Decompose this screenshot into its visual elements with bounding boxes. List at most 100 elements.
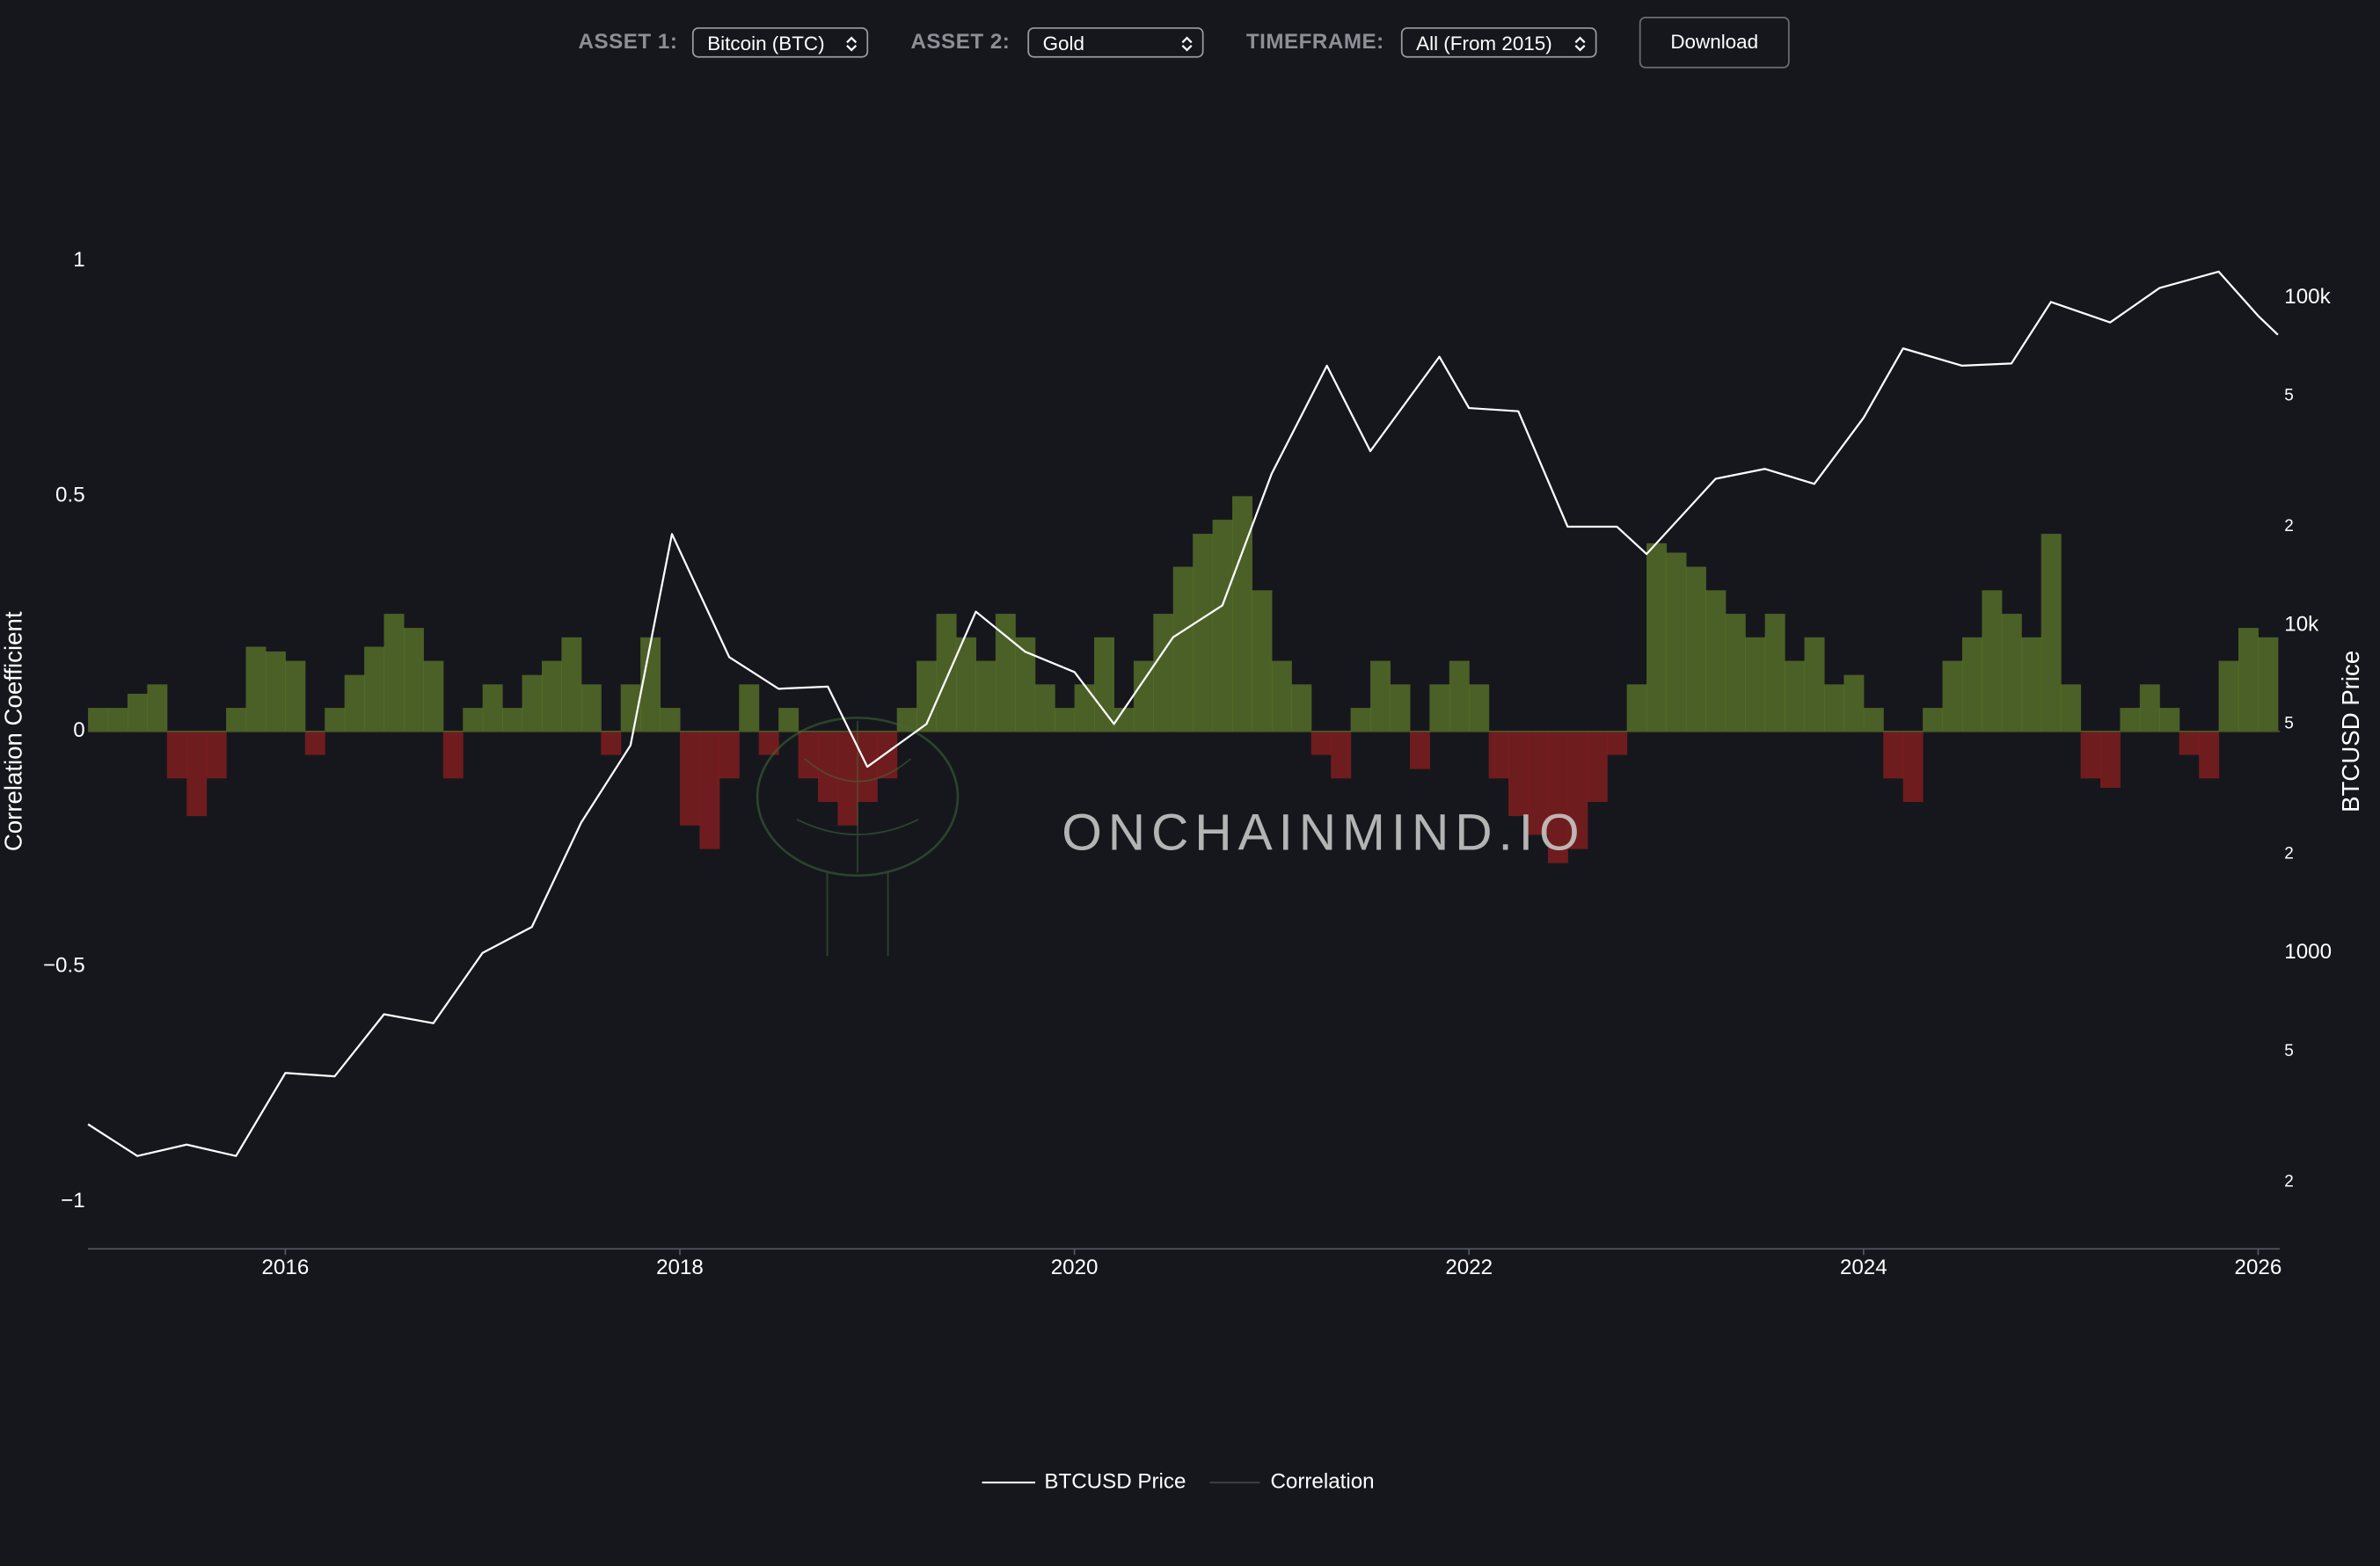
correlation-bar — [1310, 731, 1332, 755]
correlation-bar — [1350, 708, 1371, 732]
asset2-select[interactable]: Gold — [1027, 27, 1204, 58]
correlation-bar — [1923, 708, 1944, 732]
correlation-bar — [1567, 731, 1588, 849]
correlation-bar — [1172, 566, 1194, 732]
x-tick-label: 2018 — [656, 1256, 704, 1279]
correlation-bar — [1074, 684, 1095, 732]
correlation-bar — [2258, 637, 2279, 732]
correlation-bar — [601, 731, 622, 755]
y-tick-label: 0 — [73, 718, 84, 742]
correlation-bar — [1331, 731, 1352, 779]
app: ASSET 1: Bitcoin (BTC) ASSET 2: Gold TIM… — [0, 16, 2364, 1493]
axes-layer: 2016 2018 2020 2022 2024 2026 −1 −0.5 0 0.5 1 2 5 100… — [43, 248, 2332, 1279]
correlation-bar — [285, 660, 306, 732]
correlation-bar — [640, 637, 661, 732]
correlation-bar — [1153, 614, 1174, 732]
correlation-bar — [778, 708, 799, 732]
correlation-bar — [995, 614, 1016, 732]
y-axis-title: Correlation Coefficient — [0, 611, 27, 851]
correlation-bar — [916, 660, 938, 732]
correlation-bar — [936, 614, 957, 732]
y-tick-label: 1 — [73, 248, 84, 272]
y2-tick-label: 5 — [2284, 387, 2294, 405]
y2-tick-label: 2 — [2284, 845, 2294, 863]
asset1-value[interactable]: Bitcoin (BTC) — [707, 32, 825, 55]
x-tick-label: 2020 — [1051, 1256, 1099, 1279]
correlation-bar — [1055, 708, 1076, 732]
correlation-bar — [1193, 534, 1214, 732]
correlation-bar — [719, 731, 740, 779]
correlation-bar — [877, 731, 898, 779]
chart: ONCHAINMIND.IO 2016 2018 2020 2022 2024 2026−… — [0, 248, 2364, 1493]
timeframe-label: TIMEFRAME: — [1245, 28, 1384, 54]
correlation-bar — [975, 660, 997, 732]
timeframe-value[interactable]: All (From 2015) — [1416, 32, 1552, 55]
correlation-bar — [1094, 637, 1114, 732]
correlation-bar — [166, 731, 187, 779]
correlation-bar — [1508, 731, 1529, 817]
correlation-bar — [1764, 614, 1785, 732]
y-tick-label: 0.5 — [55, 484, 85, 507]
correlation-bar — [522, 674, 543, 732]
price-line — [87, 270, 2279, 1157]
correlation-bar — [403, 628, 424, 732]
correlation-bar — [1626, 684, 1647, 732]
x-tick-label: 2024 — [1840, 1256, 1887, 1279]
correlation-bar — [1902, 731, 1924, 803]
y2-tick-label: 5 — [2284, 1042, 2294, 1060]
correlation-bar — [561, 637, 582, 732]
correlation-bar — [206, 731, 227, 779]
correlation-bar — [580, 684, 602, 732]
correlation-bar — [2159, 708, 2180, 732]
correlation-bar — [442, 731, 464, 779]
x-tick-label: 2022 — [1445, 1256, 1493, 1279]
asset2-value[interactable]: Gold — [1042, 32, 1085, 55]
x-tick-label: 2016 — [262, 1256, 310, 1279]
y2-tick-label: 2 — [2284, 1172, 2294, 1191]
y2-tick-label: 2 — [2284, 517, 2294, 535]
correlation-bar — [364, 646, 385, 732]
select-arrows — [1574, 36, 1586, 52]
correlation-bar — [2120, 708, 2141, 732]
correlation-bar — [818, 731, 838, 803]
correlation-bar — [325, 708, 346, 732]
correlation-bar — [463, 708, 484, 732]
asset1-label: ASSET 1: — [578, 28, 678, 54]
correlation-bar — [739, 684, 760, 732]
correlation-bar — [1212, 520, 1233, 732]
download-button[interactable]: Download — [1639, 16, 1790, 69]
watermark-brain — [756, 716, 960, 957]
y-tick-label: −0.5 — [43, 954, 85, 978]
y2-tick-label: 100k — [2284, 285, 2331, 309]
correlation-bar — [1607, 731, 1628, 755]
correlation-bar — [956, 637, 976, 732]
correlation-bar — [88, 708, 109, 732]
correlation-bar — [2021, 637, 2042, 732]
asset2-label: ASSET 2: — [910, 28, 1011, 54]
correlation-bar — [1547, 731, 1568, 863]
correlation-bar — [1015, 637, 1036, 732]
correlation-bar — [2139, 684, 2160, 732]
timeframe-select[interactable]: All (From 2015) — [1400, 27, 1597, 58]
asset1-select[interactable]: Bitcoin (BTC) — [691, 27, 869, 58]
correlation-bar — [423, 660, 444, 732]
correlation-bar — [1034, 684, 1055, 732]
correlation-bar — [265, 651, 286, 732]
correlation-bar — [1666, 552, 1687, 732]
y2-axis-title: BTCUSD Price — [2337, 651, 2364, 812]
correlation-bar — [1113, 708, 1135, 732]
select-arrows — [846, 36, 858, 52]
correlation-bar — [1390, 684, 1411, 732]
correlation-bar — [2218, 660, 2239, 732]
correlation-bar — [344, 674, 365, 732]
correlation-bar — [1961, 637, 1982, 732]
correlation-bar — [2001, 614, 2022, 732]
correlation-bar — [1528, 731, 1549, 835]
correlation-bar — [383, 614, 405, 732]
correlation-bar — [541, 660, 562, 732]
correlation-bar — [1942, 660, 1963, 732]
correlation-bar — [147, 684, 168, 732]
correlation-bar — [1133, 660, 1154, 732]
correlation-bar — [680, 731, 700, 826]
correlation-bar — [1271, 660, 1292, 732]
